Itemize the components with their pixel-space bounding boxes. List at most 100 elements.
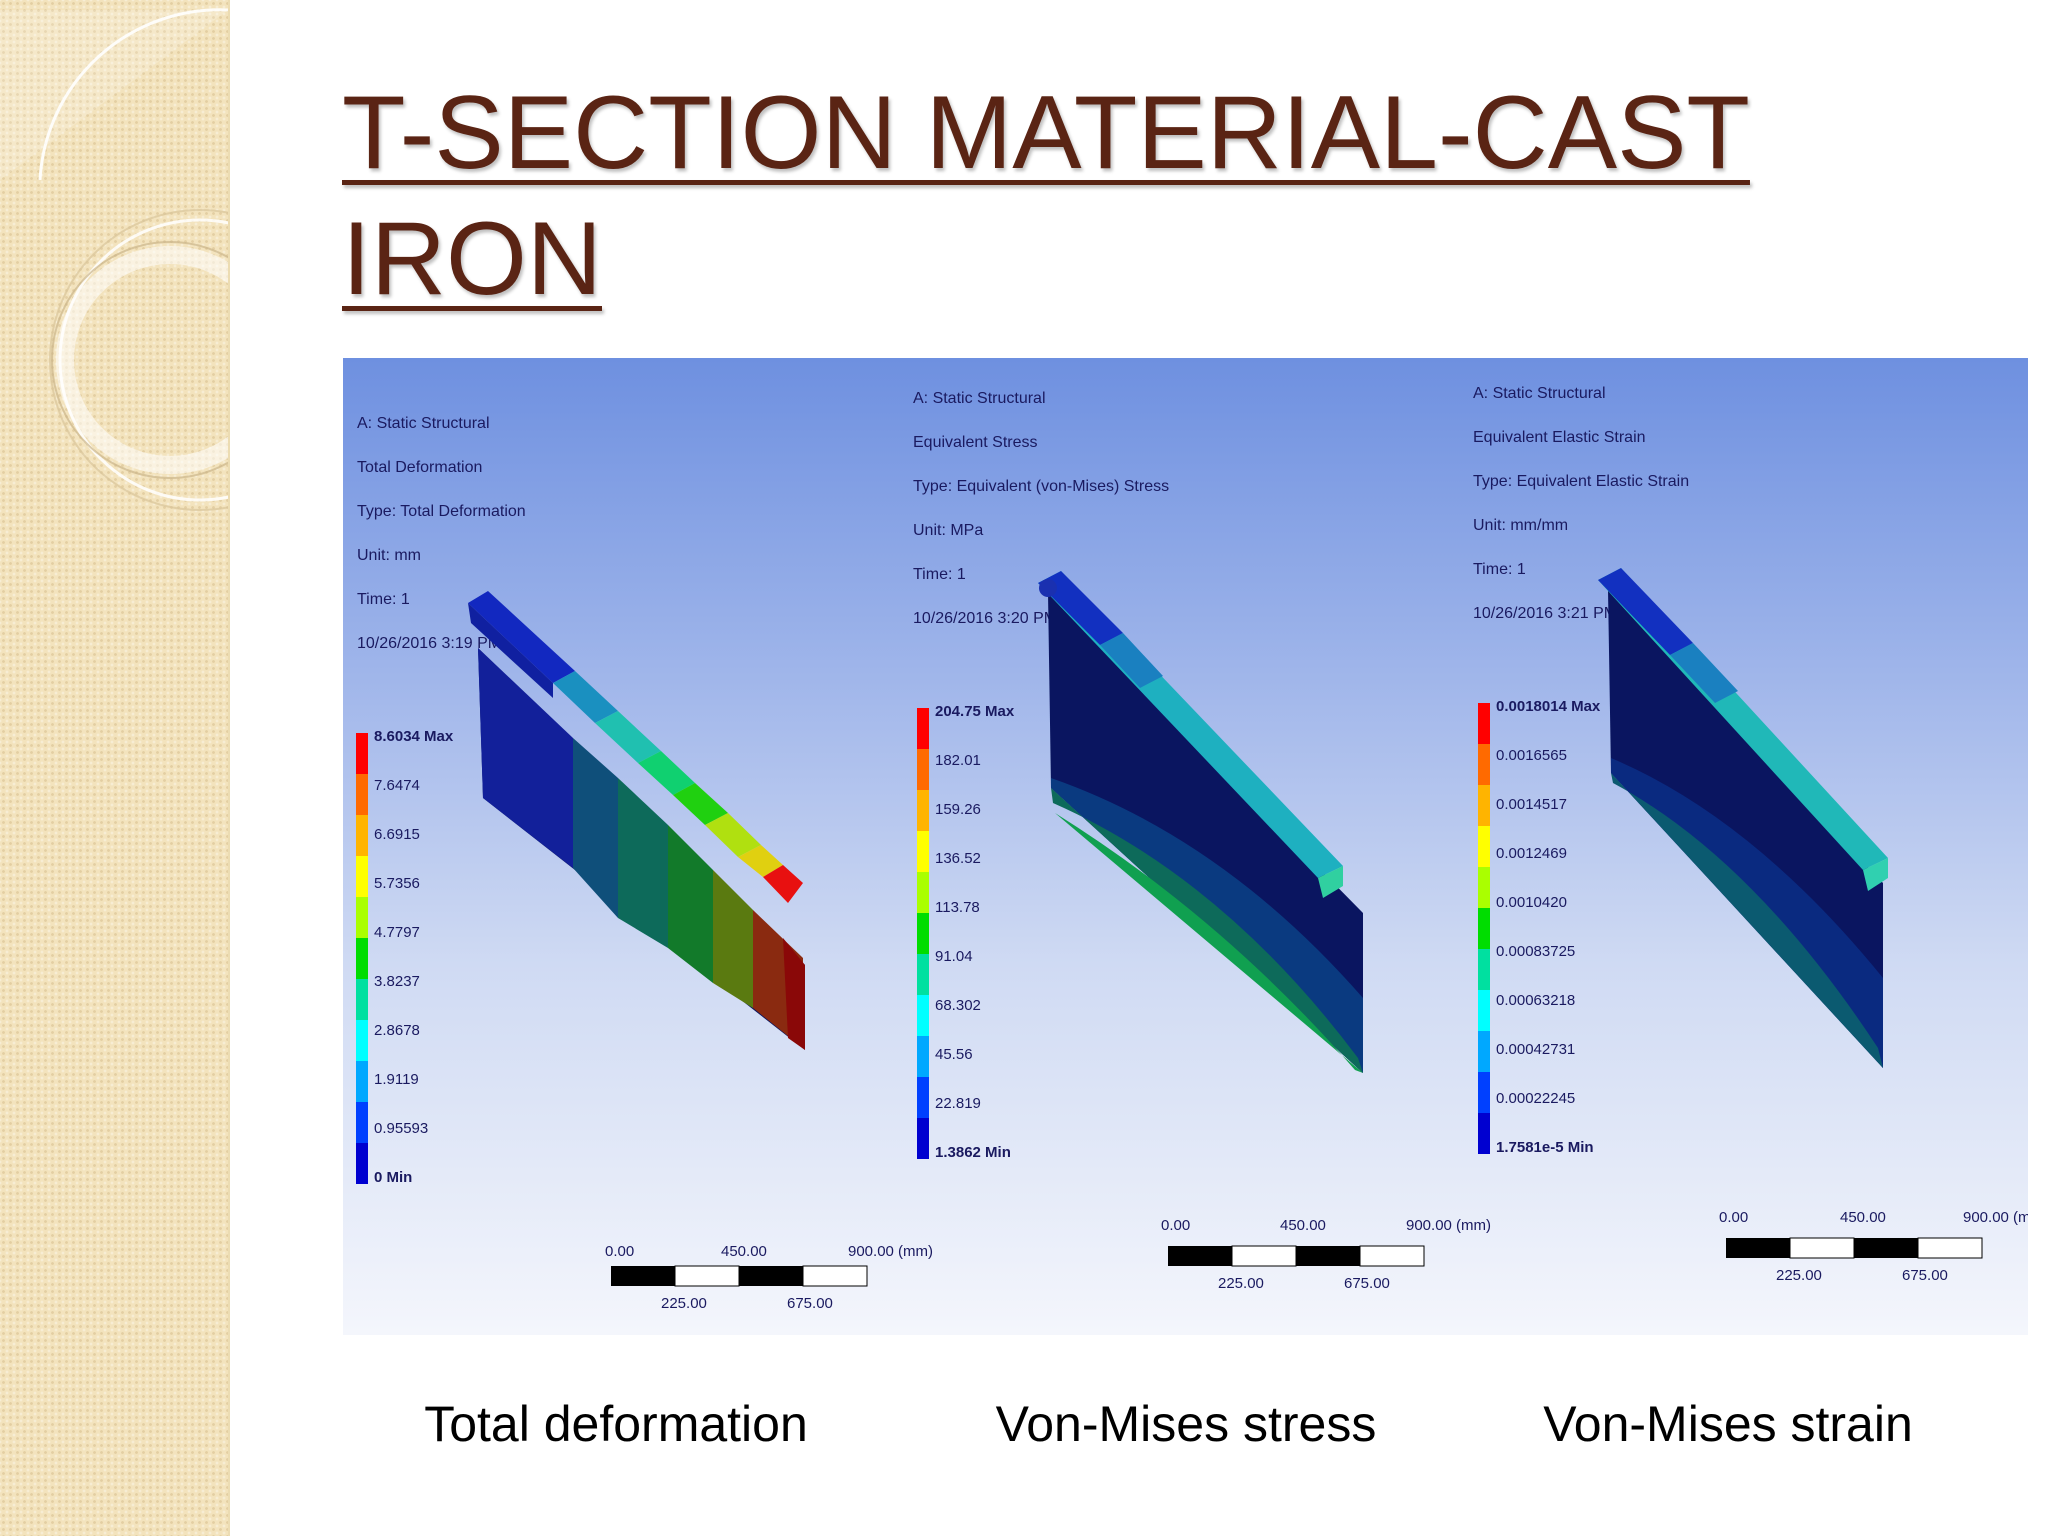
legend-label: 204.75 Max xyxy=(935,703,1015,720)
legend-swatch xyxy=(1478,785,1490,826)
caption-von-mises-strain: Von-Mises strain xyxy=(1543,1396,1913,1452)
legend-label: 1.7581e-5 Min xyxy=(1496,1139,1594,1156)
beam-model-1 xyxy=(468,591,805,1050)
legend-label: 5.7356 xyxy=(374,875,420,892)
scale-segment xyxy=(1359,1245,1425,1267)
legend-label: 136.52 xyxy=(935,850,981,867)
scale-label: 900.00 (mm) xyxy=(1963,1209,2028,1226)
scale-segment xyxy=(1854,1238,1918,1258)
legend-label: 8.6034 Max xyxy=(374,728,454,745)
decorative-rings xyxy=(0,8,228,511)
legend-label: 0.00042731 xyxy=(1496,1041,1575,1058)
legend-label: 182.01 xyxy=(935,752,981,769)
scale-label: 675.00 xyxy=(1344,1275,1390,1292)
info-line: Equivalent Elastic Strain xyxy=(1473,429,1646,446)
scale-label: 675.00 xyxy=(787,1295,833,1312)
beam-model-2 xyxy=(1038,571,1363,1073)
scale-label: 225.00 xyxy=(1218,1275,1264,1292)
info-block-1: A: Static Structural Total Deformation T… xyxy=(357,415,526,652)
scale-label: 450.00 xyxy=(1840,1209,1886,1226)
info-line: Type: Total Deformation xyxy=(357,503,526,520)
scale-segment xyxy=(739,1266,803,1286)
legend-label: 0.0012469 xyxy=(1496,845,1567,862)
scale-label: 900.00 (mm) xyxy=(1406,1217,1491,1234)
legend-swatch xyxy=(1478,1113,1490,1154)
legend-swatch xyxy=(917,1118,929,1159)
legend-swatch xyxy=(356,733,368,774)
legend-label: 0.95593 xyxy=(374,1120,428,1137)
legend-label: 4.7797 xyxy=(374,924,420,941)
legend-swatch xyxy=(1478,990,1490,1031)
info-line: A: Static Structural xyxy=(913,390,1046,407)
legend-swatch xyxy=(917,1036,929,1077)
legend-label: 68.302 xyxy=(935,997,981,1014)
legend-swatch xyxy=(356,856,368,897)
info-line: Type: Equivalent (von-Mises) Stress xyxy=(913,478,1169,495)
legend-swatch xyxy=(917,708,929,749)
info-line: A: Static Structural xyxy=(1473,385,1606,402)
legend-swatch xyxy=(917,954,929,995)
info-line: 10/26/2016 3:19 PM xyxy=(357,635,501,652)
info-line: 10/26/2016 3:21 PM xyxy=(1473,605,1617,622)
scale-segment xyxy=(674,1265,740,1287)
legend-swatch xyxy=(917,1077,929,1118)
legend-label: 0.00022245 xyxy=(1496,1090,1575,1107)
legend-label: 6.6915 xyxy=(374,826,420,843)
legend-swatch xyxy=(1478,826,1490,867)
legend-swatch xyxy=(917,749,929,790)
info-line: 10/26/2016 3:20 PM xyxy=(913,610,1057,627)
scale-segment xyxy=(1231,1245,1297,1267)
scale-label: 450.00 xyxy=(721,1243,767,1260)
legend-label: 0 Min xyxy=(374,1169,412,1186)
scale-label: 0.00 xyxy=(1161,1217,1190,1234)
info-line: A: Static Structural xyxy=(357,415,490,432)
scale-segment xyxy=(1789,1237,1855,1259)
color-legend-1: 8.6034 Max 7.6474 6.6915 5.7356 4.7797 3.8237… xyxy=(356,728,454,1186)
legend-label: 0.0016565 xyxy=(1496,747,1567,764)
legend-swatch xyxy=(356,938,368,979)
info-line: Type: Equivalent Elastic Strain xyxy=(1473,473,1689,490)
legend-swatch xyxy=(356,774,368,815)
scale-label: 0.00 xyxy=(605,1243,634,1260)
legend-swatch xyxy=(917,872,929,913)
legend-label: 22.819 xyxy=(935,1095,981,1112)
legend-swatch xyxy=(1478,908,1490,949)
info-line: Unit: mm xyxy=(357,547,421,564)
scale-segment xyxy=(1296,1246,1360,1266)
legend-swatch xyxy=(1478,1072,1490,1113)
legend-swatch xyxy=(356,1061,368,1102)
fea-results-canvas: A: Static Structural Total Deformation T… xyxy=(356,385,2028,1312)
legend-swatch xyxy=(356,1020,368,1061)
legend-swatch xyxy=(1478,744,1490,785)
caption-total-deformation: Total deformation xyxy=(424,1396,808,1452)
legend-label: 113.78 xyxy=(935,899,980,916)
info-block-3: A: Static Structural Equivalent Elastic … xyxy=(1473,385,1689,622)
scale-segment xyxy=(611,1266,675,1286)
scale-segment xyxy=(1917,1237,1983,1259)
legend-swatch xyxy=(356,1102,368,1143)
scale-bar-2: 0.00 450.00 900.00 (mm) 225.00 675.00 xyxy=(1161,1217,1491,1292)
legend-label: 0.0014517 xyxy=(1496,796,1567,813)
info-line: Time: 1 xyxy=(913,566,966,583)
fea-results-figure: A: Static Structural Total Deformation T… xyxy=(343,358,2028,1335)
panel-von-mises-strain: A: Static Structural Equivalent Elastic … xyxy=(1473,385,2028,1284)
scale-label: 675.00 xyxy=(1902,1267,1948,1284)
info-line: Unit: MPa xyxy=(913,522,983,539)
legend-label: 3.8237 xyxy=(374,973,420,990)
legend-swatch xyxy=(1478,1031,1490,1072)
scale-label: 900.00 (mm) xyxy=(848,1243,933,1260)
scale-label: 225.00 xyxy=(661,1295,707,1312)
legend-label: 7.6474 xyxy=(374,777,420,794)
panel-total-deformation: A: Static Structural Total Deformation T… xyxy=(356,415,933,1312)
info-line: Equivalent Stress xyxy=(913,434,1038,451)
legend-swatch xyxy=(1478,703,1490,744)
info-line: Time: 1 xyxy=(1473,561,1526,578)
legend-swatch xyxy=(917,995,929,1036)
legend-swatch xyxy=(356,979,368,1020)
legend-label: 2.8678 xyxy=(374,1022,420,1039)
legend-swatch xyxy=(1478,949,1490,990)
caption-von-mises-stress: Von-Mises stress xyxy=(995,1396,1377,1452)
legend-label: 45.56 xyxy=(935,1046,973,1063)
beam-model-3 xyxy=(1598,568,1888,1068)
legend-swatch xyxy=(1478,867,1490,908)
